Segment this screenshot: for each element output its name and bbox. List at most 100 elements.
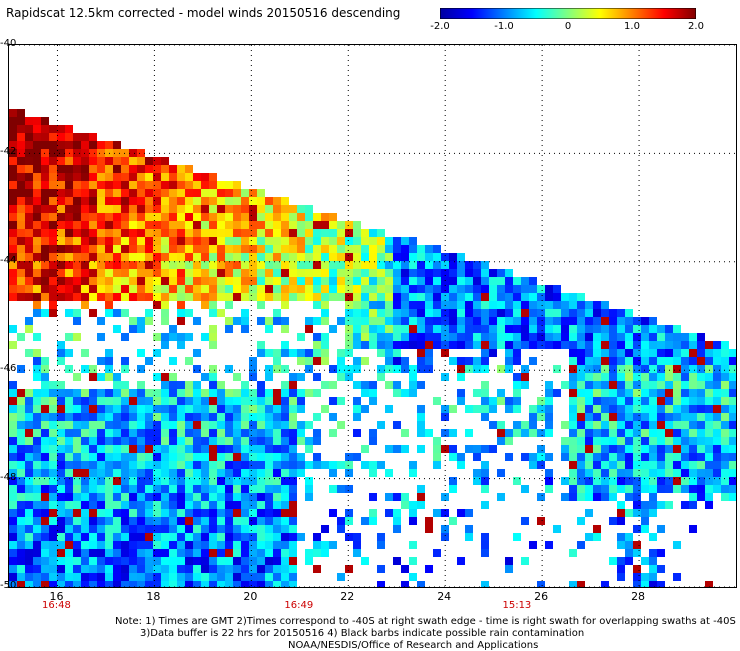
swath-cell (593, 461, 601, 469)
swath-cell (313, 277, 321, 285)
swath-cell (249, 437, 257, 445)
swath-cell (81, 445, 89, 453)
swath-cell (209, 325, 217, 333)
swath-cell (353, 333, 361, 341)
swath-cell (25, 581, 33, 587)
swath-cell (33, 173, 41, 181)
swath-cell (441, 285, 449, 293)
swath-cell (377, 285, 385, 293)
swath-cell (457, 341, 465, 349)
swath-cell (137, 573, 145, 581)
swath-cell (265, 397, 273, 405)
swath-cell (241, 533, 249, 541)
swath-cell (241, 453, 249, 461)
swath-cell (521, 517, 529, 525)
swath-cell (225, 229, 233, 237)
swath-cell (209, 341, 217, 349)
swath-cell (329, 429, 337, 437)
swath-cell (401, 581, 409, 587)
swath-cell (641, 349, 649, 357)
swath-cell (401, 245, 409, 253)
swath-cell (41, 357, 49, 365)
swath-cell (81, 269, 89, 277)
swath-cell (89, 133, 97, 141)
swath-cell (417, 485, 425, 493)
swath-cell (193, 501, 201, 509)
swath-cell (353, 301, 361, 309)
swath-cell (689, 357, 697, 365)
swath-cell (265, 237, 273, 245)
swath-cell (673, 341, 681, 349)
swath-cell (537, 333, 545, 341)
swath-cell (665, 333, 673, 341)
swath-cell (105, 293, 113, 301)
swath-cell (425, 333, 433, 341)
swath-cell (697, 485, 705, 493)
swath-cell (129, 213, 137, 221)
swath-cell (225, 565, 233, 573)
swath-cell (369, 253, 377, 261)
swath-cell (89, 405, 97, 413)
swath-cell (153, 261, 161, 269)
swath-cell (129, 205, 137, 213)
swath-cell (193, 277, 201, 285)
swath-cell (49, 125, 57, 133)
swath-cell (473, 293, 481, 301)
swath-cell (57, 429, 65, 437)
swath-cell (369, 269, 377, 277)
swath-cell (193, 365, 201, 373)
swath-cell (641, 413, 649, 421)
swath-cell (713, 461, 721, 469)
swath-cell (177, 173, 185, 181)
swath-cell (217, 413, 225, 421)
swath-cell (729, 493, 736, 501)
swath-cell (121, 485, 129, 493)
swath-cell (513, 333, 521, 341)
swath-cell (313, 349, 321, 357)
swath-cell (161, 309, 169, 317)
swath-cell (345, 253, 353, 261)
swath-cell (65, 213, 73, 221)
swath-cell (185, 277, 193, 285)
swath-cell (609, 557, 617, 565)
swath-cell (361, 557, 369, 565)
swath-cell (505, 429, 513, 437)
swath-cell (89, 565, 97, 573)
swath-cell (489, 405, 497, 413)
swath-cell (329, 485, 337, 493)
swath-cell (153, 421, 161, 429)
swath-cell (713, 349, 721, 357)
swath-cell (169, 533, 177, 541)
swath-cell (145, 309, 153, 317)
swath-cell (249, 365, 257, 373)
swath-cell (657, 389, 665, 397)
swath-cell (601, 469, 609, 477)
swath-cell (9, 213, 17, 221)
swath-cell (377, 293, 385, 301)
swath-cell (257, 245, 265, 253)
swath-cell (225, 253, 233, 261)
swath-cell (145, 413, 153, 421)
swath-cell (89, 221, 97, 229)
swath-cell (361, 445, 369, 453)
swath-cell (281, 205, 289, 213)
swath-cell (49, 413, 57, 421)
swath-cell (425, 269, 433, 277)
swath-cell (25, 253, 33, 261)
swath-cell (305, 245, 313, 253)
swath-cell (281, 509, 289, 517)
swath-cell (649, 493, 657, 501)
swath-cell (697, 421, 705, 429)
swath-cell (217, 549, 225, 557)
swath-cell (329, 285, 337, 293)
swath-cell (345, 221, 353, 229)
swath-cell (137, 485, 145, 493)
swath-cell (497, 309, 505, 317)
swath-cell (265, 317, 273, 325)
swath-cell (57, 285, 65, 293)
swath-cell (185, 573, 193, 581)
swath-cell (225, 525, 233, 533)
swath-cell (305, 389, 313, 397)
swath-cell (57, 269, 65, 277)
swath-cell (161, 405, 169, 413)
